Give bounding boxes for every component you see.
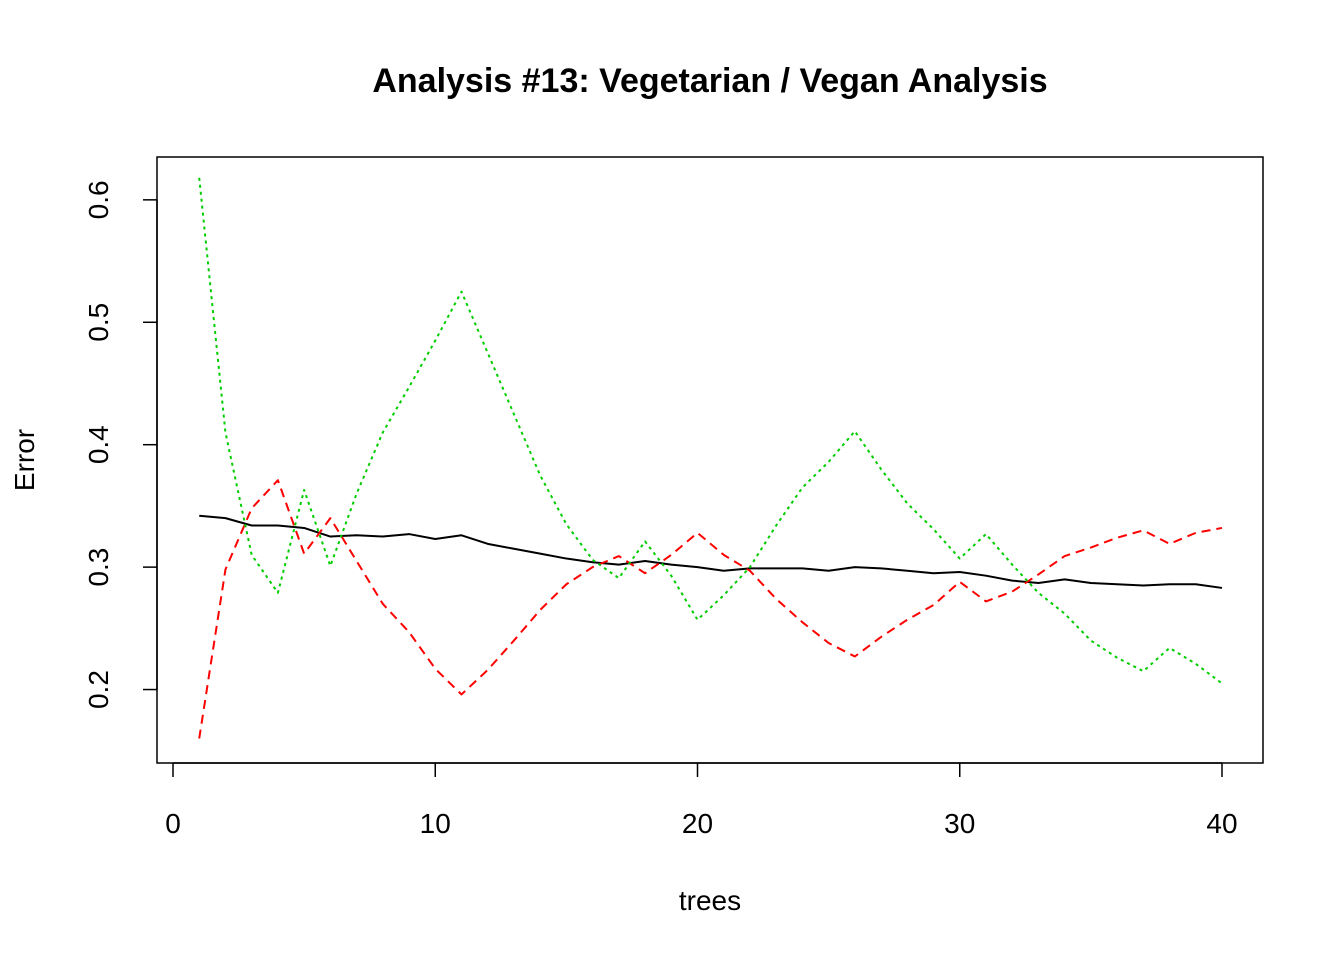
y-tick-label: 0.3 <box>83 548 114 587</box>
y-axis: 0.2 0.3 0.4 0.5 0.6 <box>83 180 158 709</box>
y-axis-label: Error <box>9 429 40 491</box>
x-axis-label: trees <box>679 885 741 916</box>
plot-box <box>156 156 1264 764</box>
y-tick-label: 0.4 <box>83 425 114 464</box>
y-tick-label: 0.5 <box>83 303 114 342</box>
y-tick-label: 0.6 <box>83 180 114 219</box>
x-tick-label: 40 <box>1206 808 1237 839</box>
x-tick-label: 20 <box>682 808 713 839</box>
y-tick-label: 0.2 <box>83 670 114 709</box>
series-line-class-1 <box>198 479 1223 739</box>
series-line-class-2 <box>198 177 1223 685</box>
series-layer <box>198 177 1223 739</box>
x-tick-label: 0 <box>165 808 181 839</box>
x-tick-label: 30 <box>944 808 975 839</box>
x-tick-label: 10 <box>420 808 451 839</box>
x-axis: 0 10 20 30 40 <box>165 762 1238 839</box>
chart-title: Analysis #13: Vegetarian / Vegan Analysi… <box>372 62 1047 100</box>
series-line-oob <box>199 514 1223 589</box>
